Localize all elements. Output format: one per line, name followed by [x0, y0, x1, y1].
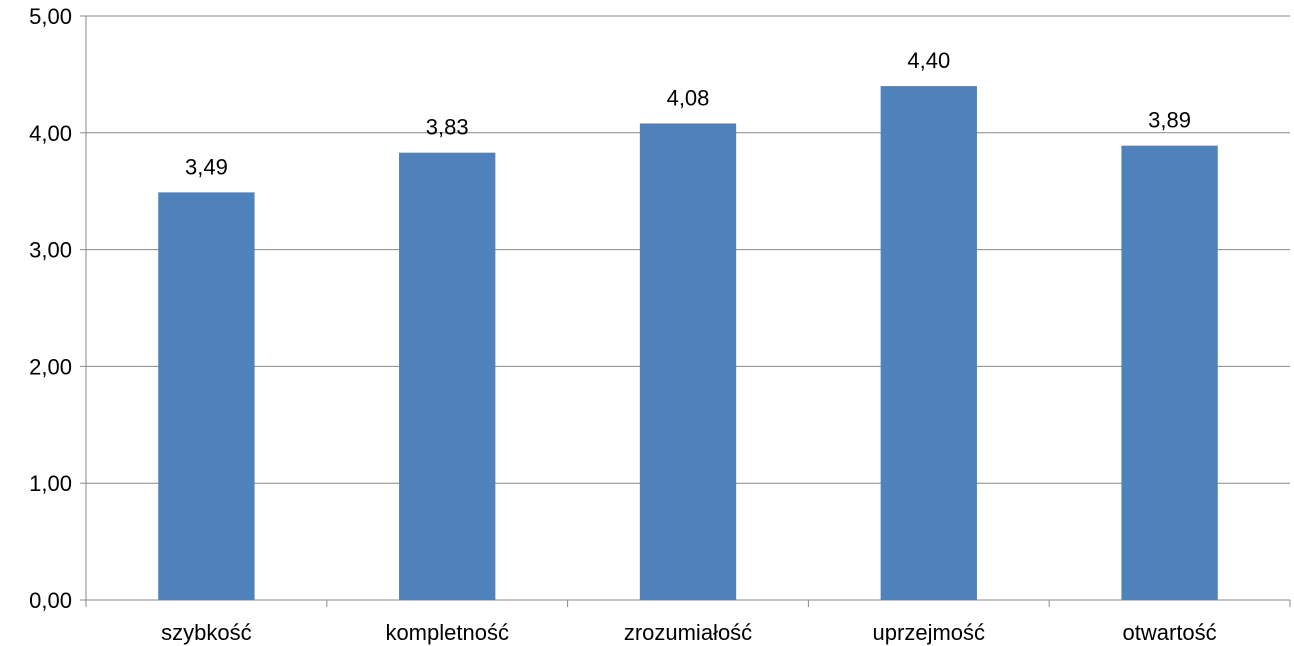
y-tick-label: 2,00 [29, 354, 72, 379]
data-label: 4,08 [667, 85, 710, 110]
y-tick-label: 1,00 [29, 471, 72, 496]
category-label: szybkość [161, 620, 251, 645]
bar-3 [639, 123, 737, 601]
bars [158, 86, 1218, 601]
labels: 0,00 1,00 2,00 3,00 4,00 5,00 3,49 szybkość 3,83… [29, 4, 1217, 645]
category-label: uprzejmość [873, 620, 985, 645]
category-label: zrozumiałość [624, 620, 752, 645]
bar-1 [158, 192, 255, 601]
y-tick-label: 4,00 [29, 121, 72, 146]
data-label: 3,89 [1148, 108, 1191, 133]
bar-5 [1121, 145, 1218, 600]
bar-2 [399, 152, 496, 600]
data-label: 3,49 [185, 154, 228, 179]
data-label: 4,40 [907, 48, 950, 73]
data-label: 3,83 [426, 115, 469, 140]
category-label: kompletność [385, 620, 509, 645]
y-tick-label: 0,00 [29, 588, 72, 613]
y-tick-label: 3,00 [29, 238, 72, 263]
bar-4 [880, 86, 977, 600]
category-label: otwartość [1123, 620, 1217, 645]
y-tick-label: 5,00 [29, 4, 72, 29]
